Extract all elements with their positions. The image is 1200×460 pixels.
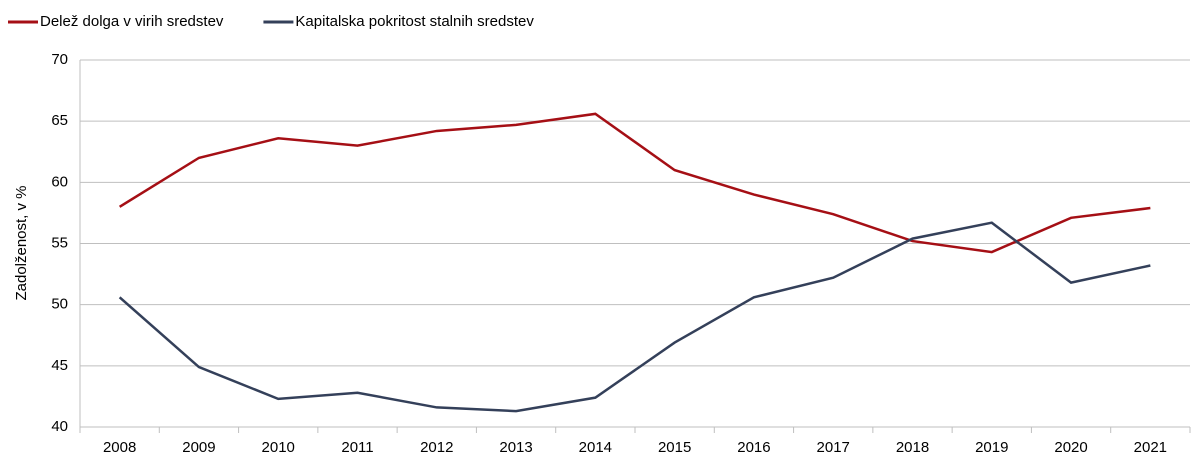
x-tick-label: 2012 — [420, 439, 453, 456]
y-tick-label: 70 — [51, 51, 68, 68]
x-tick-label: 2013 — [499, 439, 532, 456]
y-axis-label: Zadolženost, v % — [13, 185, 30, 300]
x-tick-label: 2020 — [1054, 439, 1087, 456]
x-tick-label: 2016 — [737, 439, 770, 456]
y-tick-label: 40 — [51, 418, 68, 435]
y-tick-label: 65 — [51, 112, 68, 129]
x-tick-label: 2017 — [817, 439, 850, 456]
x-tick-label: 2011 — [341, 439, 373, 456]
y-tick-label: 60 — [51, 173, 68, 190]
series-line — [118, 112, 1151, 254]
x-tick-label: 2018 — [896, 439, 929, 456]
x-tick-label: 2010 — [262, 439, 295, 456]
x-tick-label: 2019 — [975, 439, 1008, 456]
x-tick-label: 2015 — [658, 439, 691, 456]
legend-label: Delež dolga v virih sredstev — [40, 13, 224, 30]
series-line — [118, 221, 1151, 413]
y-tick-label: 55 — [51, 234, 68, 251]
x-tick-label: 2008 — [103, 439, 136, 456]
legend-label: Kapitalska pokritost stalnih sredstev — [295, 13, 534, 30]
x-tick-label: 2014 — [579, 439, 612, 456]
y-tick-label: 50 — [51, 296, 68, 313]
x-tick-label: 2009 — [182, 439, 215, 456]
x-tick-label: 2021 — [1134, 439, 1167, 456]
y-tick-label: 45 — [51, 357, 68, 374]
